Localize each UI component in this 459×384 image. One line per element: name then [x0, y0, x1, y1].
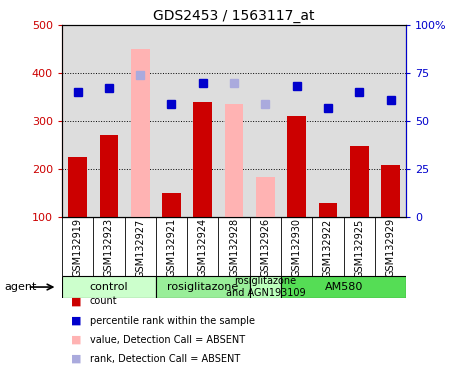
Text: rosiglitazone: rosiglitazone	[167, 282, 238, 292]
Bar	[193, 102, 212, 217]
Bar	[68, 157, 87, 217]
Bar	[162, 193, 181, 217]
Bar	[131, 49, 150, 217]
Bar	[250, 276, 281, 298]
Text: percentile rank within the sample: percentile rank within the sample	[90, 316, 254, 326]
Text: rank, Detection Call = ABSENT: rank, Detection Call = ABSENT	[90, 354, 240, 364]
Text: rosiglitazone
and AGN193109: rosiglitazone and AGN193109	[225, 276, 305, 298]
Bar	[287, 116, 306, 217]
Text: count: count	[90, 296, 117, 306]
Bar	[156, 276, 250, 298]
Text: control: control	[90, 282, 128, 292]
Bar	[62, 276, 156, 298]
Bar	[281, 276, 406, 298]
Bar	[381, 165, 400, 217]
Bar	[350, 146, 369, 217]
Bar	[256, 177, 275, 217]
Bar	[100, 136, 118, 217]
Text: ■: ■	[71, 335, 82, 345]
Text: value, Detection Call = ABSENT: value, Detection Call = ABSENT	[90, 335, 245, 345]
Text: AM580: AM580	[325, 282, 363, 292]
Text: agent: agent	[5, 282, 37, 292]
Bar	[225, 104, 243, 217]
Title: GDS2453 / 1563117_at: GDS2453 / 1563117_at	[153, 8, 315, 23]
Text: ■: ■	[71, 316, 82, 326]
Bar	[319, 203, 337, 217]
Text: ■: ■	[71, 296, 82, 306]
Text: ■: ■	[71, 354, 82, 364]
